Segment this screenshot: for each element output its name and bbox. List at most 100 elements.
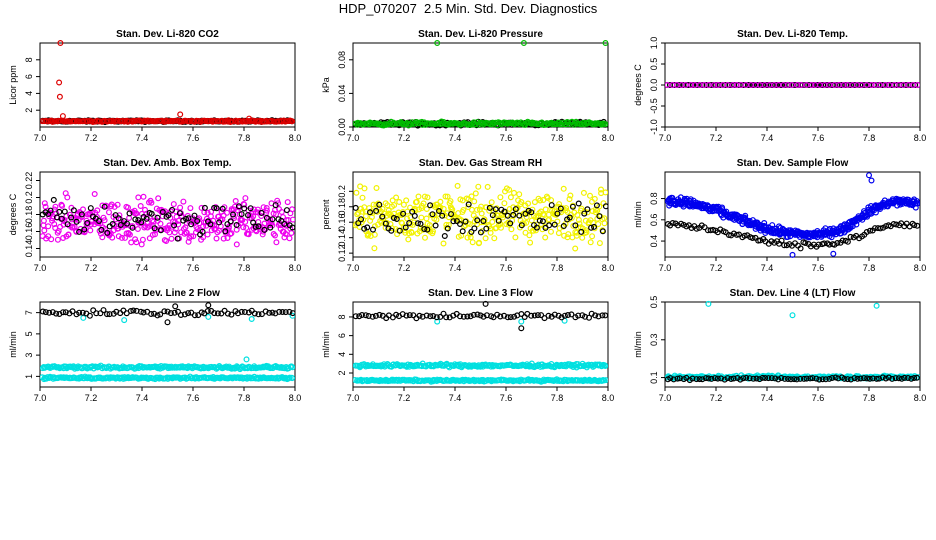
data-point-yellow xyxy=(478,210,485,217)
data-point-black xyxy=(772,375,779,382)
data-point-magenta xyxy=(272,232,279,239)
data-point-black xyxy=(740,375,747,382)
data-point-magenta xyxy=(171,229,178,236)
data-point-black xyxy=(370,226,377,233)
data-point-yellow xyxy=(442,193,449,200)
data-point-magenta xyxy=(40,217,47,224)
data-point-black xyxy=(889,375,896,382)
data-point-magenta xyxy=(115,233,122,240)
data-point-black xyxy=(737,376,744,383)
y-axis-label: kPa xyxy=(321,77,331,93)
data-point-magenta xyxy=(168,235,175,242)
data-point-black xyxy=(822,376,829,383)
data-point-black xyxy=(564,312,571,319)
data-point-red xyxy=(56,93,63,100)
y-tick-label: 2 xyxy=(337,370,347,375)
data-point-magenta xyxy=(41,227,48,234)
data-point-magenta xyxy=(152,231,159,238)
x-tick-label: 7.0 xyxy=(34,133,47,143)
data-point-black xyxy=(50,196,57,203)
y-axis-label: degrees C xyxy=(8,193,18,235)
points-group xyxy=(40,39,295,126)
data-point-green xyxy=(523,119,530,126)
data-point-black xyxy=(879,374,886,381)
data-point-black xyxy=(414,220,421,227)
data-point-black xyxy=(286,308,293,315)
data-point-black xyxy=(533,224,540,231)
data-point-black xyxy=(95,218,102,225)
data-point-magenta xyxy=(94,207,101,214)
data-point-magenta xyxy=(213,235,220,242)
data-point-magenta xyxy=(64,194,71,201)
data-point-black xyxy=(560,223,567,230)
x-tick-label: 7.6 xyxy=(187,133,200,143)
panel-p9: Stan. Dev. Line 4 (LT) Flow 7.0 7.2 7.4 7.6 7… xyxy=(633,288,926,403)
data-point-black xyxy=(194,218,201,225)
panel-p2: Stan. Dev. Li-820 Pressure 7.0 7.2 7.4 7.6 7.… xyxy=(321,29,614,143)
y-axis-label: Licor ppm xyxy=(8,65,18,105)
data-point-black xyxy=(130,307,137,314)
data-point-black xyxy=(216,219,223,226)
data-point-black xyxy=(372,312,379,319)
plot-frame xyxy=(352,171,609,258)
data-point-black xyxy=(165,212,172,219)
data-point-black xyxy=(566,214,573,221)
data-point-red xyxy=(289,118,295,125)
data-point-black xyxy=(545,312,552,319)
x-tick-label: 7.0 xyxy=(659,133,672,143)
data-point-yellow xyxy=(488,199,495,206)
data-point-yellow xyxy=(454,182,461,189)
x-tick-label: 7.8 xyxy=(551,393,564,403)
data-point-magenta xyxy=(53,210,60,217)
data-point-black xyxy=(247,205,254,212)
data-point-black xyxy=(410,312,417,319)
data-point-black xyxy=(885,374,892,381)
y-tick-label: 4 xyxy=(337,352,347,357)
data-point-black xyxy=(851,375,858,382)
data-point-black xyxy=(531,312,538,319)
data-point-black xyxy=(376,201,383,208)
data-point-black xyxy=(101,203,108,210)
y-tick-label: 6 xyxy=(24,74,34,79)
data-point-black xyxy=(388,227,395,234)
data-point-black xyxy=(483,225,490,232)
data-point-black xyxy=(775,376,782,383)
panel-title: Stan. Dev. Sample Flow xyxy=(737,158,849,169)
data-point-blue xyxy=(828,234,835,241)
data-point-yellow xyxy=(413,198,420,205)
data-point-yellow xyxy=(445,222,452,229)
panel-title: Stan. Dev. Gas Stream RH xyxy=(419,158,542,169)
data-point-yellow xyxy=(440,240,447,247)
data-point-black xyxy=(191,312,198,319)
x-tick-label: 7.8 xyxy=(238,393,251,403)
data-point-yellow xyxy=(508,226,515,233)
data-point-black xyxy=(143,215,150,222)
data-point-black xyxy=(76,228,83,235)
x-tick-label: 7.2 xyxy=(85,393,98,403)
data-point-yellow xyxy=(573,232,580,239)
data-point-yellow xyxy=(537,197,544,204)
data-point-black xyxy=(781,375,788,382)
data-point-black xyxy=(857,375,864,382)
data-point-black xyxy=(81,226,88,233)
y-axis-label: degrees C xyxy=(633,64,643,106)
panel-p4: Stan. Dev. Amb. Box Temp. 7.0 7.2 7.4 7.6 7.8… xyxy=(8,158,301,273)
data-point-black xyxy=(557,205,564,212)
data-point-cyan-lower xyxy=(289,375,295,382)
x-tick-label: 7.8 xyxy=(863,393,876,403)
data-point-yellow xyxy=(602,189,608,196)
data-point-black xyxy=(696,376,703,383)
data-point-black xyxy=(578,228,585,235)
data-point-yellow xyxy=(506,186,513,193)
data-point-black xyxy=(167,310,174,317)
data-point-black xyxy=(361,225,368,232)
data-point-black xyxy=(448,211,455,218)
x-tick-label: 7.0 xyxy=(347,263,360,273)
data-point-yellow xyxy=(393,194,400,201)
data-point-black xyxy=(821,240,828,247)
data-point-black xyxy=(464,313,471,320)
data-point-black xyxy=(705,375,712,382)
data-point-black xyxy=(356,313,363,320)
data-point-magenta xyxy=(243,224,250,231)
data-point-black xyxy=(436,208,443,215)
